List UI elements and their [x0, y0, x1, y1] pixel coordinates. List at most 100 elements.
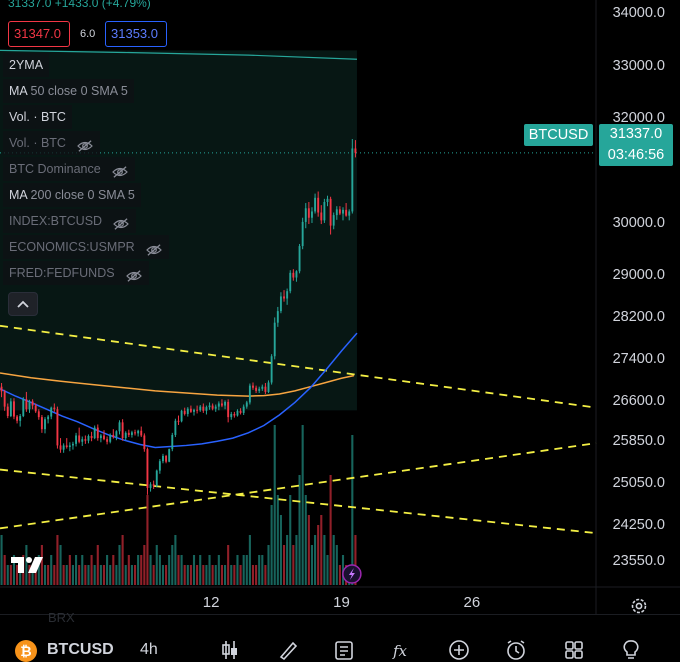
candle-body: [47, 416, 50, 420]
volume-bar: [199, 555, 202, 585]
price-chart[interactable]: [0, 0, 680, 614]
volume-bar: [146, 495, 149, 585]
candle-body: [84, 439, 87, 441]
legend-params: 200 close 0 SMA 5: [27, 188, 135, 202]
volume-bar: [261, 555, 264, 585]
volume-bar: [96, 545, 99, 585]
interval-selector[interactable]: 4h: [140, 641, 158, 658]
volume-bar: [9, 565, 12, 585]
volume-bar: [143, 545, 146, 585]
legend-row[interactable]: 2YMA: [3, 53, 50, 77]
candle-body: [292, 272, 295, 278]
trend-line: [0, 324, 597, 409]
candle-body: [314, 197, 317, 212]
candle-body: [307, 208, 310, 218]
volume-bar: [112, 555, 115, 585]
volume-bar: [109, 565, 112, 585]
legend-row[interactable]: MA 50 close 0 SMA 5: [3, 79, 134, 103]
candle-body: [180, 410, 183, 422]
legend-row[interactable]: BTC Dominance: [3, 157, 135, 181]
candle-body: [224, 401, 227, 406]
eye-hidden-icon[interactable]: [76, 137, 94, 152]
fx-icon[interactable]: fx: [389, 638, 413, 662]
settings-gear-icon[interactable]: [629, 596, 649, 616]
volume-bar: [99, 565, 102, 585]
volume-bar: [205, 565, 208, 585]
candle-body: [6, 406, 9, 417]
candle-body: [298, 246, 301, 272]
candle-body: [242, 406, 245, 413]
candle-body: [22, 399, 25, 417]
candle-body: [202, 406, 205, 411]
candle-body: [75, 435, 78, 444]
legend-row[interactable]: Vol. · BTC: [3, 105, 72, 129]
volume-bar: [56, 535, 59, 585]
volume-bar: [242, 555, 245, 585]
sell-price-button[interactable]: 31347.0: [8, 21, 70, 47]
candle-body: [320, 212, 323, 221]
legend-row[interactable]: MA 200 close 0 SMA 5: [3, 183, 141, 207]
legend-row[interactable]: Vol. · BTC: [3, 131, 100, 155]
last-price-value: 31337.0: [609, 126, 663, 142]
eye-hidden-icon[interactable]: [125, 267, 143, 282]
candle-body: [217, 403, 220, 407]
candle-body: [65, 445, 68, 448]
trend-line: [0, 468, 597, 535]
legend-params: 50 close 0 SMA 5: [27, 84, 128, 98]
candle-body: [99, 435, 102, 439]
legend-label: FRED:FEDFUNDS: [9, 266, 115, 280]
volume-bar: [16, 565, 19, 585]
bitcoin-icon: ₿: [15, 640, 37, 662]
volume-bar: [196, 565, 199, 585]
last-price-label: 31337.0 03:46:56: [599, 124, 673, 166]
candle-body: [71, 443, 74, 446]
candle-body: [68, 445, 71, 448]
eye-hidden-icon[interactable]: [145, 241, 163, 256]
bulb-icon[interactable]: [619, 638, 643, 662]
legend-row[interactable]: ECONOMICS:USMPR: [3, 235, 169, 259]
note-icon[interactable]: [332, 638, 356, 662]
legend-label: 2YMA: [9, 58, 44, 72]
candle-body: [93, 427, 96, 439]
volume-bar: [270, 505, 273, 585]
legend-row[interactable]: INDEX:BTCUSD: [3, 209, 137, 233]
candle-body: [189, 408, 192, 412]
buy-price-button[interactable]: 31353.0: [105, 21, 167, 47]
candles-icon[interactable]: [218, 638, 242, 662]
candle-body: [214, 406, 217, 409]
legend-row[interactable]: FRED:FEDFUNDS: [3, 261, 149, 285]
candle-body: [252, 385, 254, 388]
volume-bar: [351, 435, 354, 585]
volume-bar: [227, 545, 230, 585]
volume-bar: [43, 565, 47, 585]
eye-hidden-icon[interactable]: [111, 163, 129, 178]
brush-icon[interactable]: [276, 638, 300, 662]
volume-bar: [65, 565, 68, 585]
legend-collapse-button[interactable]: [8, 292, 38, 316]
candle-body: [140, 430, 143, 436]
alarm-icon[interactable]: [504, 638, 528, 662]
candle-body: [199, 406, 202, 411]
plus-circle-icon[interactable]: [447, 638, 471, 662]
eye-hidden-icon[interactable]: [112, 215, 130, 230]
bottom-toolbar: [0, 614, 680, 660]
legend-label: MA: [9, 84, 28, 98]
candle-body: [155, 470, 158, 486]
volume-bar: [282, 545, 286, 585]
candle-body: [289, 272, 292, 292]
symbol-selector[interactable]: BTCUSD: [47, 641, 114, 658]
volume-bar: [298, 475, 301, 585]
price-tick-label: 28200.0: [612, 309, 665, 326]
volume-bar: [75, 555, 78, 585]
candle-body: [25, 399, 28, 410]
candle-body: [258, 388, 261, 391]
candle-body: [196, 409, 199, 411]
trend-line: [0, 442, 597, 530]
volume-bar: [130, 565, 133, 585]
candle-body: [143, 435, 146, 450]
candle-body: [236, 410, 239, 416]
candle-body: [255, 387, 258, 391]
candle-body: [193, 409, 195, 412]
volume-bar: [192, 555, 196, 585]
grid-icon[interactable]: [562, 638, 586, 662]
